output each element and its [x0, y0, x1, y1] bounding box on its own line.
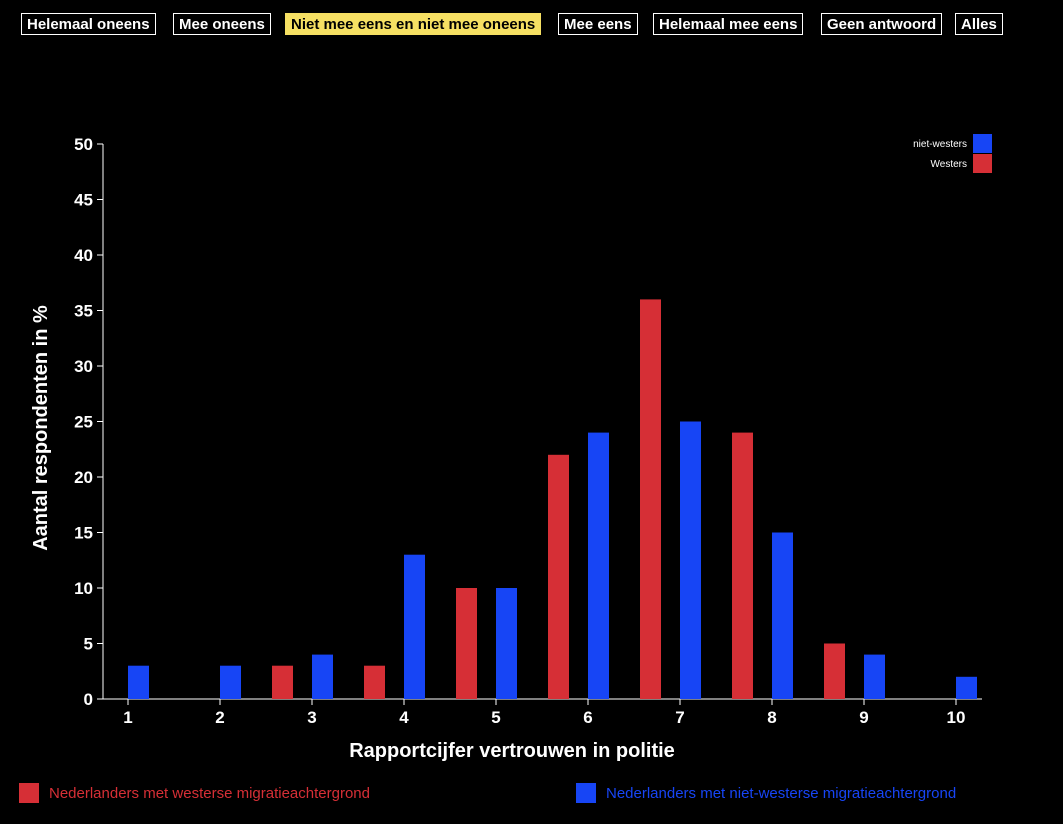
chart-legend-label-niet-westers: niet-westers — [913, 139, 967, 150]
y-tick-label: 5 — [84, 635, 93, 654]
legend-westers-swatch — [19, 783, 39, 803]
chart-legend-swatch-westers — [973, 154, 992, 173]
y-tick-label: 45 — [74, 191, 93, 210]
y-tick-label: 40 — [74, 246, 93, 265]
bar-westers-9 — [824, 643, 845, 699]
bar-niet-westers-7 — [680, 421, 701, 699]
filter-geen-antwoord-button[interactable]: Geen antwoord — [821, 13, 943, 35]
filter-helemaal-oneens-button[interactable]: Helemaal oneens — [21, 13, 156, 35]
filter-helemaal-mee-eens-button[interactable]: Helemaal mee eens — [653, 13, 804, 35]
bar-niet-westers-3 — [312, 654, 333, 699]
bar-niet-westers-1 — [128, 665, 149, 699]
filter-mee-eens-button[interactable]: Mee eens — [558, 13, 638, 35]
bar-niet-westers-8 — [772, 532, 793, 699]
y-tick-label: 20 — [74, 468, 93, 487]
bar-westers-3 — [272, 665, 293, 699]
x-tick-label: 5 — [491, 708, 500, 727]
filter-alles-button[interactable]: Alles — [955, 13, 1003, 35]
bar-niet-westers-10 — [956, 676, 977, 699]
y-tick-label: 35 — [74, 302, 93, 321]
x-tick-label: 8 — [767, 708, 776, 727]
chart-legend-swatch-niet-westers — [973, 134, 992, 153]
y-axis-label: Aantal respondenten in % — [30, 305, 52, 551]
bar-westers-5 — [456, 588, 477, 699]
filter-niet-mee-eens-en-niet-mee-oneens-button[interactable]: Niet mee eens en niet mee oneens — [285, 13, 542, 35]
x-tick-label: 1 — [123, 708, 132, 727]
bar-westers-4 — [364, 665, 385, 699]
y-tick-label: 15 — [74, 524, 93, 543]
x-tick-label: 6 — [583, 708, 592, 727]
y-tick-label: 0 — [84, 690, 93, 709]
x-tick-label: 2 — [215, 708, 224, 727]
x-tick-label: 10 — [947, 708, 966, 727]
x-axis-label: Rapportcijfer vertrouwen in politie — [349, 740, 675, 762]
bar-niet-westers-2 — [220, 665, 241, 699]
chart-legend-label-westers: Westers — [931, 159, 968, 170]
bar-westers-8 — [732, 432, 753, 699]
y-tick-label: 10 — [74, 579, 93, 598]
bar-niet-westers-9 — [864, 654, 885, 699]
x-tick-label: 7 — [675, 708, 684, 727]
y-tick-label: 30 — [74, 357, 93, 376]
bar-westers-6 — [548, 454, 569, 699]
filter-mee-oneens-button[interactable]: Mee oneens — [173, 13, 271, 35]
x-tick-label: 4 — [399, 708, 409, 727]
bar-westers-7 — [640, 299, 661, 699]
legend-niet-westers-swatch — [576, 783, 596, 803]
legend-niet-westers-label: Nederlanders met niet-westerse migratiea… — [606, 784, 957, 802]
bar-niet-westers-4 — [404, 554, 425, 699]
y-tick-label: 50 — [74, 135, 93, 154]
legend-niet-westers: Nederlanders met niet-westerse migratiea… — [576, 782, 956, 804]
bar-niet-westers-5 — [496, 588, 517, 699]
legend-westers: Nederlanders met westerse migratieachter… — [19, 782, 370, 804]
bar-niet-westers-6 — [588, 432, 609, 699]
legend-westers-label: Nederlanders met westerse migratieachter… — [49, 784, 370, 802]
x-tick-label: 9 — [859, 708, 868, 727]
y-tick-label: 25 — [74, 413, 93, 432]
x-tick-label: 3 — [307, 708, 316, 727]
